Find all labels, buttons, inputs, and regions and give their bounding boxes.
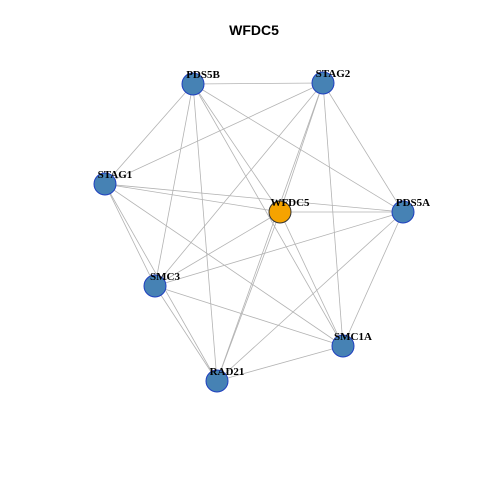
edge	[154, 82, 324, 287]
edge	[154, 285, 218, 382]
edge	[322, 82, 404, 213]
node-label: SMC1A	[334, 331, 372, 343]
edge	[192, 82, 324, 85]
edge	[154, 211, 404, 287]
node	[93, 172, 117, 196]
edge	[279, 211, 344, 347]
node	[311, 71, 335, 95]
node-label: STAG2	[316, 68, 351, 80]
node	[205, 369, 229, 393]
edge	[216, 345, 344, 382]
edge	[216, 211, 404, 382]
nodes: WFDC5 PDS5B STAG2 STAG1 PDS5A SMC3 SMC1A RAD21	[93, 68, 430, 393]
edge	[192, 83, 281, 213]
title: WFDC5	[229, 22, 279, 38]
node-label: STAG1	[98, 169, 133, 181]
edge	[216, 211, 281, 382]
edge	[154, 285, 344, 347]
node-label: SMC3	[150, 271, 180, 283]
node-label: PDS5A	[396, 197, 430, 209]
edge	[104, 82, 324, 185]
node-label: RAD21	[210, 366, 245, 378]
node	[391, 200, 415, 224]
node	[181, 72, 205, 96]
node-label: WFDC5	[270, 197, 310, 209]
edge	[279, 82, 324, 213]
edge	[192, 83, 344, 347]
edge	[104, 83, 194, 185]
node	[268, 200, 292, 224]
edge	[192, 83, 404, 213]
edge	[322, 82, 344, 347]
edge	[192, 83, 218, 382]
edge	[216, 82, 324, 382]
edges	[104, 82, 404, 382]
edge	[104, 183, 404, 213]
edge	[104, 183, 281, 213]
edge	[154, 211, 281, 287]
edge	[342, 211, 404, 347]
node	[331, 334, 355, 358]
node	[143, 274, 167, 298]
edge	[154, 83, 194, 287]
edge	[104, 183, 156, 287]
node-label: PDS5B	[186, 69, 220, 81]
